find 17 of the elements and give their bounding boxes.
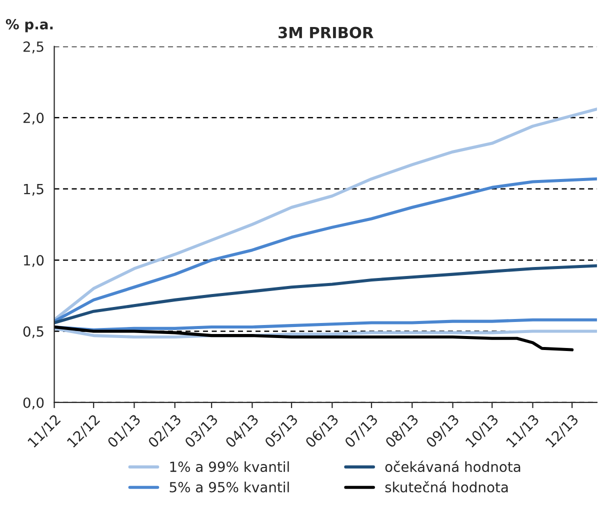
- y-axis-title: % p.a.: [6, 19, 53, 32]
- legend-label: skutečná hodnota: [385, 481, 508, 492]
- y-tick-label: 0,0: [23, 397, 44, 410]
- legend-label: 5% a 95% kvantil: [170, 482, 289, 492]
- line-series: [54, 318, 597, 332]
- y-tick-label: 2,0: [23, 112, 44, 125]
- line-series: [54, 325, 574, 352]
- y-tick-label: 1,0: [24, 255, 44, 267]
- y-tick-label: 2,5: [23, 41, 44, 54]
- line-series: [54, 108, 597, 322]
- y-tick-label: 0,5: [23, 326, 44, 338]
- legend-label: 1% a 99% kvantil: [170, 461, 289, 472]
- line-series: [54, 264, 597, 324]
- chart-title: 3M PRIBOR: [278, 26, 374, 38]
- y-tick-label: 1,5: [24, 184, 44, 196]
- line-series: [54, 177, 597, 323]
- legend-label: očekávaná hodnota: [385, 460, 520, 472]
